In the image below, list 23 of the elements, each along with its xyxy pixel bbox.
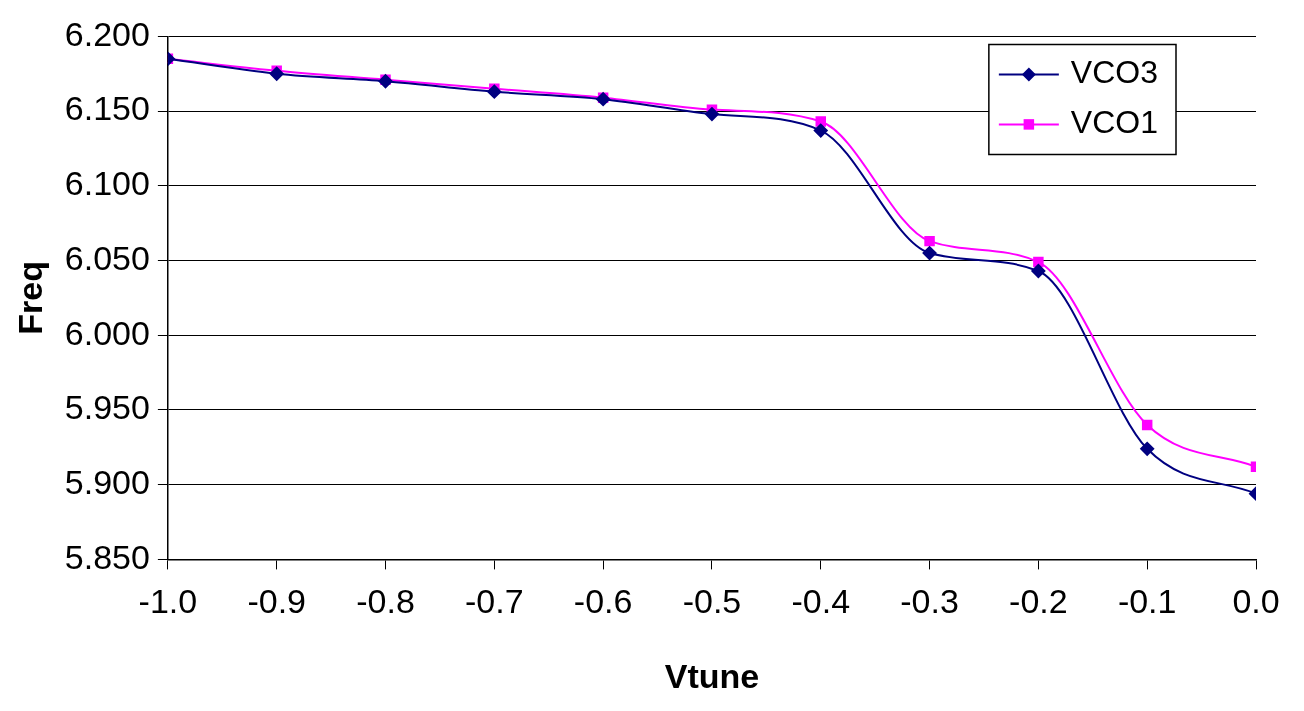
legend-label: VCO1 bbox=[1070, 104, 1158, 141]
legend-label: VCO3 bbox=[1070, 54, 1158, 91]
y-tick-label: 6.150 bbox=[64, 89, 150, 128]
x-tick-label: -1.0 bbox=[138, 582, 198, 621]
y-tick-label: 6.100 bbox=[64, 164, 150, 203]
x-tick-label: -0.6 bbox=[573, 582, 633, 621]
y-tick-label: 6.200 bbox=[64, 14, 150, 53]
y-tick-label: 5.950 bbox=[64, 388, 150, 427]
x-tick-label: -0.7 bbox=[465, 582, 524, 621]
y-tick-label: 6.050 bbox=[64, 238, 150, 277]
x-tick-label: -0.4 bbox=[791, 582, 851, 621]
y-tick-label: 5.850 bbox=[64, 537, 150, 576]
x-tick-label: -0.2 bbox=[1009, 582, 1068, 621]
x-tick-label: -0.1 bbox=[1117, 582, 1177, 621]
y-tick-label: 5.900 bbox=[64, 463, 150, 502]
y-tick-label: 6.000 bbox=[64, 313, 150, 352]
x-tick-label: -0.8 bbox=[356, 582, 415, 621]
x-tick-label: -0.5 bbox=[682, 582, 742, 621]
x-tick-label: -0.9 bbox=[247, 582, 306, 621]
x-tick-label: -0.3 bbox=[900, 582, 959, 621]
y-axis-title: Freq bbox=[10, 261, 49, 335]
x-tick-label: 0.0 bbox=[1232, 582, 1280, 621]
x-axis-title: Vtune bbox=[664, 656, 760, 695]
